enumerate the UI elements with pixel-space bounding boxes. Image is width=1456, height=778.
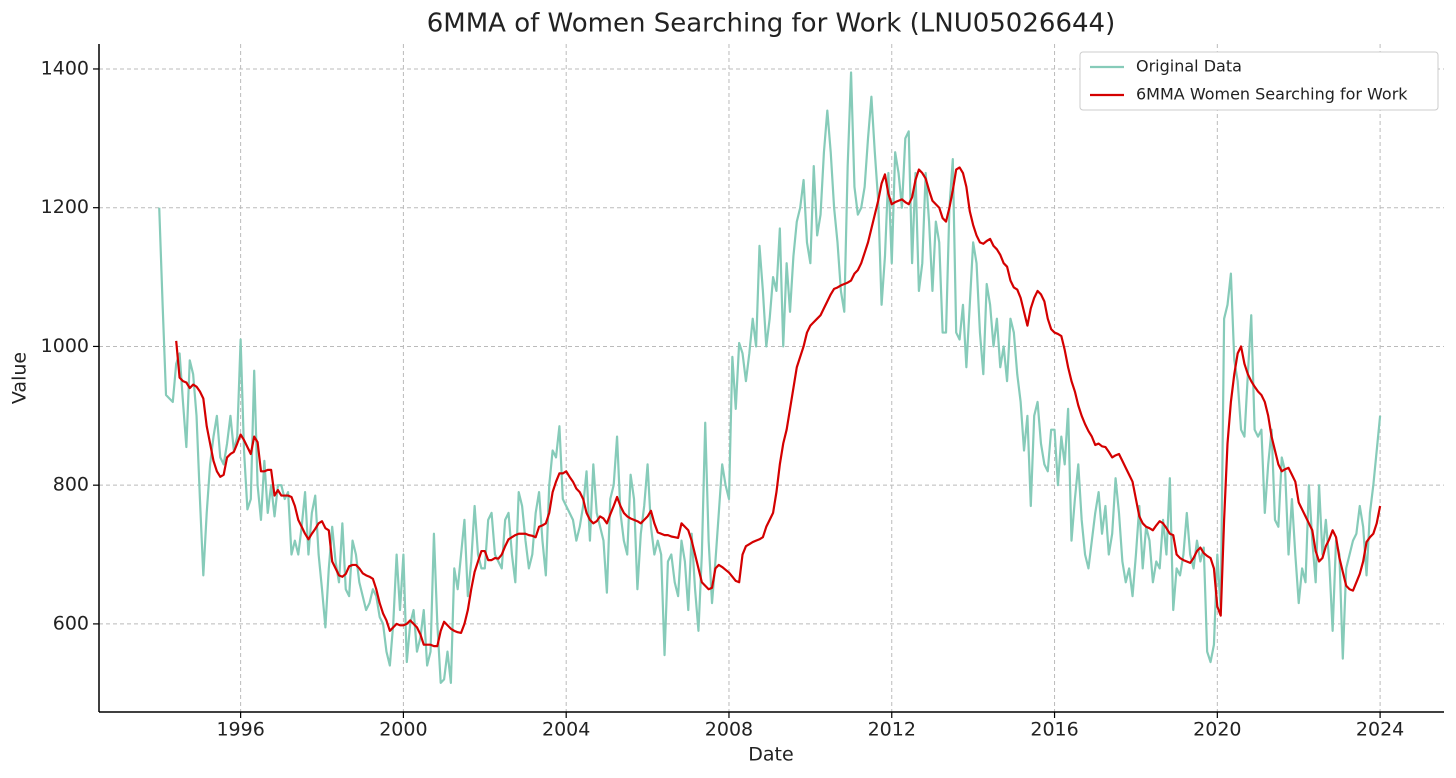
y-tick-label: 1000: [41, 335, 89, 357]
legend-box: [1079, 51, 1439, 111]
y-tick-label: 1400: [41, 57, 89, 79]
x-tick-label: 2024: [1356, 719, 1404, 741]
y-axis-label: Value: [9, 352, 31, 404]
y-tick-label: 600: [53, 612, 89, 634]
x-tick-label: 2020: [1193, 719, 1241, 741]
x-tick-label: 2012: [868, 719, 916, 741]
x-axis-label: Date: [748, 744, 793, 766]
legend-label: 6MMA Women Searching for Work: [1136, 85, 1408, 104]
y-tick-label: 800: [53, 474, 89, 496]
x-tick-label: 1996: [216, 719, 264, 741]
chart-title: 6MMA of Women Searching for Work (LNU050…: [427, 9, 1115, 39]
series-line: [175, 166, 1382, 648]
x-tick-label: 2008: [705, 719, 753, 741]
x-tick-label: 2000: [379, 719, 427, 741]
x-tick-label: 2016: [1030, 719, 1078, 741]
x-tick-label: 2004: [542, 719, 590, 741]
legend-label: Original Data: [1136, 57, 1242, 76]
y-tick-label: 1200: [41, 196, 89, 218]
series-line: [158, 71, 1382, 684]
legend: Original Data 6MMA Women Searching for Wo…: [1079, 51, 1439, 111]
